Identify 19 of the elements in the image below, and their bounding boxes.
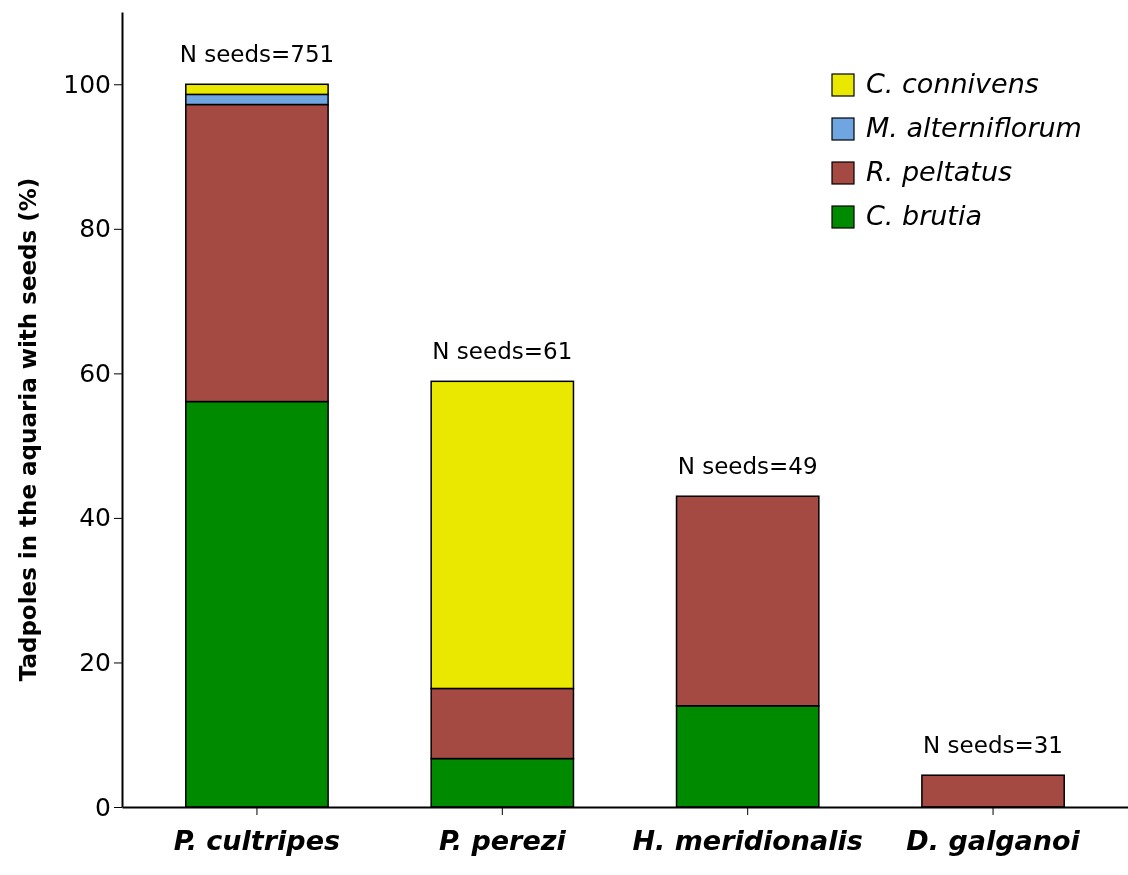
y-tick-label: 100 [63,69,111,99]
x-tick-label: P. cultripes [173,825,341,857]
annotation: N seeds=49 [677,453,818,480]
y-tick-label: 60 [79,358,111,388]
annotation: N seeds=31 [923,732,1064,759]
annotation: N seeds=61 [432,338,573,365]
y-tick-label: 20 [79,647,111,677]
annotation: N seeds=751 [179,41,335,68]
legend-label: C. connivens [866,68,1039,99]
legend-label: C. brutia [866,200,983,231]
legend-label: M. alterniflorum [866,112,1082,143]
y-tick-label: 80 [79,214,111,244]
x-tick-label: D. galganoi [906,825,1081,857]
y-tick-label: 40 [79,503,111,533]
x-tick-label: P. perezi [438,825,567,857]
x-tick-label: H. meridionalis [632,825,863,857]
y-tick-label: 0 [95,792,111,822]
y-axis-title: Tadpoles in the aquaria with seeds (%) [15,177,41,682]
legend-label: R. peltatus [866,156,1013,187]
